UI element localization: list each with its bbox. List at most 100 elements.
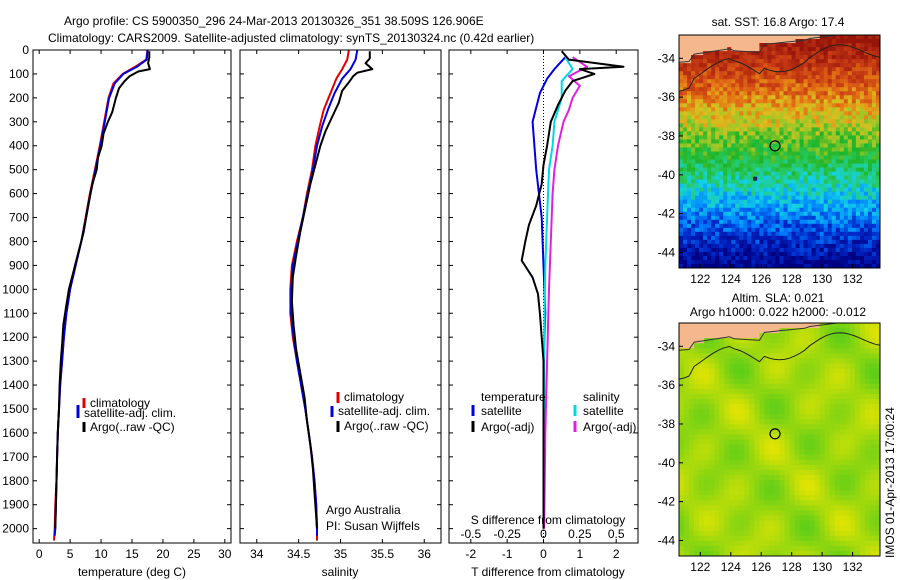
- land-cell: [779, 323, 785, 329]
- map-cell: [831, 55, 837, 60]
- legend-climatology-label: climatology: [344, 390, 404, 404]
- land-cell: [783, 35, 788, 40]
- map-cell: [874, 333, 880, 339]
- map-cell: [699, 429, 705, 435]
- map-cell: [679, 183, 684, 189]
- map-cell: [807, 215, 813, 221]
- map-cell: [764, 358, 770, 364]
- map-cell: [719, 444, 725, 451]
- map-cell: [803, 251, 809, 257]
- map-cell: [854, 530, 861, 537]
- map-cell: [755, 263, 760, 268]
- map-cell: [779, 75, 784, 80]
- map-cell: [724, 358, 730, 364]
- map-cell: [775, 127, 780, 132]
- map-cell: [779, 199, 784, 205]
- map-cell: [739, 171, 744, 177]
- map-cell: [683, 71, 688, 76]
- map-cell: [771, 171, 776, 177]
- land-cell: [679, 51, 684, 56]
- map-cell: [791, 159, 796, 164]
- map-cell: [689, 363, 695, 369]
- map-cell: [711, 123, 716, 128]
- map-cell: [679, 91, 684, 96]
- salinity-xlabel: salinity: [322, 565, 359, 579]
- map-cell: [799, 195, 805, 201]
- map-cell: [771, 251, 776, 257]
- map-cell: [779, 530, 785, 537]
- map-cell: [869, 550, 876, 556]
- map-cell: [863, 215, 869, 221]
- map-cell: [759, 143, 764, 148]
- map-cell: [695, 139, 700, 144]
- map-cell: [691, 67, 696, 72]
- land-cell: [754, 328, 760, 334]
- map-cell: [724, 343, 730, 349]
- map-cell: [839, 51, 845, 56]
- map-cell: [871, 51, 877, 56]
- map-cell: [744, 530, 750, 537]
- map-cell: [791, 151, 796, 156]
- map-cell: [783, 43, 788, 48]
- map-cell: [775, 79, 780, 84]
- map-cell: [715, 71, 720, 76]
- map-cell: [859, 368, 866, 375]
- map-cell: [747, 211, 752, 217]
- map-cell: [799, 419, 806, 425]
- map-cell: [864, 505, 871, 511]
- map-cell: [774, 444, 780, 451]
- land-cell: [754, 333, 760, 339]
- map-cell: [679, 373, 685, 380]
- map-cell: [769, 429, 775, 435]
- map-cell: [859, 87, 865, 92]
- map-cell: [779, 424, 785, 430]
- map-cell: [874, 328, 880, 334]
- map-cell: [694, 414, 700, 420]
- map-cell: [854, 469, 861, 476]
- map-cell: [679, 378, 685, 385]
- map-cell: [789, 540, 795, 547]
- map-cell: [691, 231, 696, 237]
- map-cell: [731, 219, 736, 225]
- map-cell: [795, 139, 800, 144]
- map-cell: [869, 480, 876, 486]
- map-cell: [691, 199, 696, 205]
- map-cell: [679, 444, 685, 451]
- map-cell: [724, 510, 730, 516]
- map-cell: [867, 135, 873, 140]
- map-cell: [724, 429, 730, 435]
- map-cell: [763, 47, 768, 52]
- map-cell: [711, 91, 716, 96]
- map-cell: [719, 143, 724, 148]
- map-cell: [703, 247, 708, 253]
- map-cell: [807, 223, 813, 229]
- map-cell: [855, 91, 861, 96]
- map-cell: [755, 235, 760, 241]
- map-cell: [769, 515, 775, 521]
- map-cell: [755, 203, 760, 209]
- map-cell: [844, 525, 851, 532]
- map-cell: [764, 535, 770, 542]
- map-cell: [771, 263, 776, 268]
- map-cell: [743, 239, 748, 245]
- map-cell: [779, 419, 785, 425]
- map-cell: [799, 187, 805, 193]
- map-cell: [771, 107, 776, 112]
- map-cell: [735, 239, 740, 245]
- map-cell: [711, 79, 716, 84]
- map-cell: [714, 490, 720, 496]
- map-cell: [691, 207, 696, 213]
- map-cell: [803, 159, 809, 164]
- map-cell: [735, 51, 740, 56]
- map-cell: [775, 195, 780, 201]
- map-cell: [839, 449, 846, 456]
- map-cell: [803, 103, 809, 108]
- map-cell: [695, 263, 700, 268]
- map-cell: [843, 151, 849, 156]
- map-cell: [855, 95, 861, 100]
- map-cell: [791, 215, 796, 221]
- map-cell: [794, 393, 801, 400]
- map-cell: [867, 231, 873, 237]
- land-cell: [683, 35, 688, 40]
- map-cell: [723, 167, 728, 172]
